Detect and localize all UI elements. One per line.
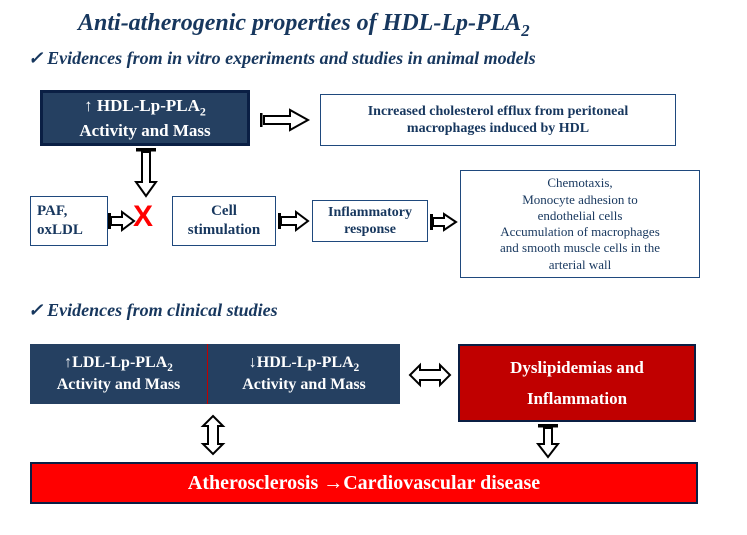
box-hdl-up: ↑ HDL-Lp-PLA2 Activity and Mass [40, 90, 250, 146]
box-dyslipidemias: Dyslipidemias and Inflammation [458, 344, 696, 422]
box-hdl-up-inner: ↑ HDL-Lp-PLA2 Activity and Mass [79, 95, 210, 141]
main-title: Anti-atherogenic properties of HDL-Lp-PL… [78, 10, 530, 41]
chemo-l3: endothelial cells [538, 208, 623, 223]
paf-inner: PAF, oxLDL [37, 202, 83, 240]
chemo-l5: and smooth muscle cells in the [500, 240, 660, 255]
ldl-inner: ↑LDL-Lp-PLA2 Activity and Mass [57, 353, 181, 395]
arrow-dyslip-down [534, 424, 562, 460]
title-text: Anti-atherogenic properties of HDL-Lp-PL… [78, 10, 521, 36]
box-ldl-up: ↑LDL-Lp-PLA2 Activity and Mass [30, 344, 208, 404]
hdldown-l1: ↓HDL-Lp-PLA [249, 354, 354, 371]
cell-l2: stimulation [188, 222, 261, 238]
arrow-paf-right [108, 210, 136, 232]
hdldown-inner: ↓HDL-Lp-PLA2 Activity and Mass [242, 353, 366, 395]
inflam-l1: Inflammatory [328, 205, 412, 220]
athero-text: Atherosclerosis →Cardiovascular disease [188, 471, 540, 496]
arrow-hdl-to-efflux [260, 108, 312, 132]
paf-l2: oxLDL [37, 222, 83, 238]
cell-inner: Cell stimulation [188, 202, 261, 240]
box-efflux: Increased cholesterol efflux from perito… [320, 94, 676, 146]
chemo-l4: Accumulation of macrophages [500, 224, 660, 239]
dyslip-l1: Dyslipidemias and [510, 357, 644, 378]
efflux-l2: macrophages induced by HDL [407, 121, 589, 136]
double-arrow-ldl-dyslip [408, 362, 452, 388]
arrow-cell-to-inflam [278, 210, 310, 232]
arrow-inflam-to-chemo [430, 212, 458, 232]
box-atherosclerosis: Atherosclerosis →Cardiovascular disease [30, 462, 698, 504]
inflam-l2: response [344, 222, 396, 237]
ldl-l1: ↑LDL-Lp-PLA [64, 354, 167, 371]
ldl-l2: Activity and Mass [57, 376, 181, 393]
ldl-sub: 2 [167, 362, 173, 374]
chemo-l1: Chemotaxis, [547, 175, 612, 190]
chemo-l2: Monocyte adhesion to [522, 192, 638, 207]
efflux-l1: Increased cholesterol efflux from perito… [368, 104, 629, 119]
double-arrow-ldl-athero [200, 414, 226, 456]
inflam-inner: Inflammatory response [328, 204, 412, 239]
title-sub: 2 [521, 21, 529, 40]
hdl-up-sub: 2 [200, 105, 206, 119]
box-paf: PAF, oxLDL [30, 196, 108, 246]
subtitle-clinical: Evidences from clinical studies [28, 300, 278, 321]
box-hdl-down: ↓HDL-Lp-PLA2 Activity and Mass [208, 344, 400, 404]
hdldown-l2: Activity and Mass [242, 376, 366, 393]
paf-l1: PAF, [37, 203, 67, 219]
box-chemotaxis: Chemotaxis, Monocyte adhesion to endothe… [460, 170, 700, 278]
box-cell-stim: Cell stimulation [172, 196, 276, 246]
hdl-up-line1: ↑ HDL-Lp-PLA [84, 96, 200, 115]
arrow-hdl-down [132, 148, 160, 200]
efflux-inner: Increased cholesterol efflux from perito… [368, 103, 629, 138]
hdl-up-line2: Activity and Mass [79, 121, 210, 140]
chemo-l6: arterial wall [549, 257, 611, 272]
dyslip-l2: Inflammation [527, 388, 627, 409]
hdldown-sub: 2 [354, 362, 360, 374]
x-blocker-icon: X [133, 200, 153, 234]
subtitle-invitro: Evidences from in vitro experiments and … [28, 48, 536, 69]
box-inflam-resp: Inflammatory response [312, 200, 428, 242]
cell-l1: Cell [211, 203, 237, 219]
chemo-inner: Chemotaxis, Monocyte adhesion to endothe… [500, 175, 660, 273]
